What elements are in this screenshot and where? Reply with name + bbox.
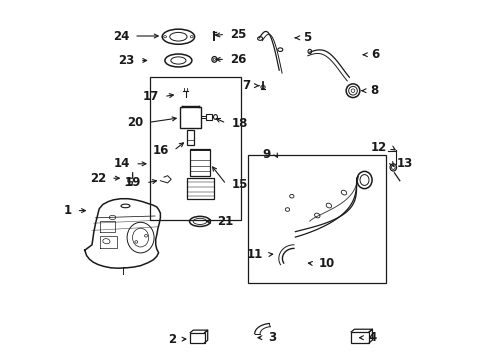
Text: 26: 26 — [230, 53, 246, 66]
Text: 12: 12 — [370, 141, 387, 154]
Text: 13: 13 — [397, 157, 413, 170]
Text: 22: 22 — [90, 172, 106, 185]
Text: 17: 17 — [143, 90, 159, 103]
Text: 5: 5 — [303, 31, 312, 44]
Text: 11: 11 — [247, 248, 263, 261]
Text: 19: 19 — [124, 176, 141, 189]
Text: 15: 15 — [231, 178, 248, 191]
Text: 8: 8 — [370, 84, 379, 97]
Text: 14: 14 — [114, 157, 130, 170]
Bar — [351, 332, 369, 343]
Text: 9: 9 — [262, 148, 270, 161]
Bar — [190, 333, 205, 343]
Bar — [187, 130, 194, 145]
Text: 16: 16 — [152, 144, 169, 157]
Text: 23: 23 — [119, 54, 135, 67]
Text: 25: 25 — [230, 28, 246, 41]
Text: 2: 2 — [168, 333, 176, 346]
Bar — [187, 178, 214, 199]
Text: 7: 7 — [243, 79, 251, 92]
Bar — [190, 149, 210, 176]
Text: 18: 18 — [231, 117, 248, 130]
Text: 4: 4 — [369, 331, 377, 344]
Text: 3: 3 — [268, 331, 276, 344]
Bar — [149, 77, 242, 220]
Text: 6: 6 — [372, 48, 380, 61]
Text: 24: 24 — [113, 30, 129, 42]
Text: 10: 10 — [318, 257, 335, 270]
Text: 1: 1 — [63, 204, 72, 217]
Text: 21: 21 — [217, 215, 233, 228]
Bar — [180, 107, 201, 128]
Bar — [248, 155, 386, 283]
Text: 20: 20 — [127, 116, 144, 129]
Bar — [206, 114, 212, 120]
